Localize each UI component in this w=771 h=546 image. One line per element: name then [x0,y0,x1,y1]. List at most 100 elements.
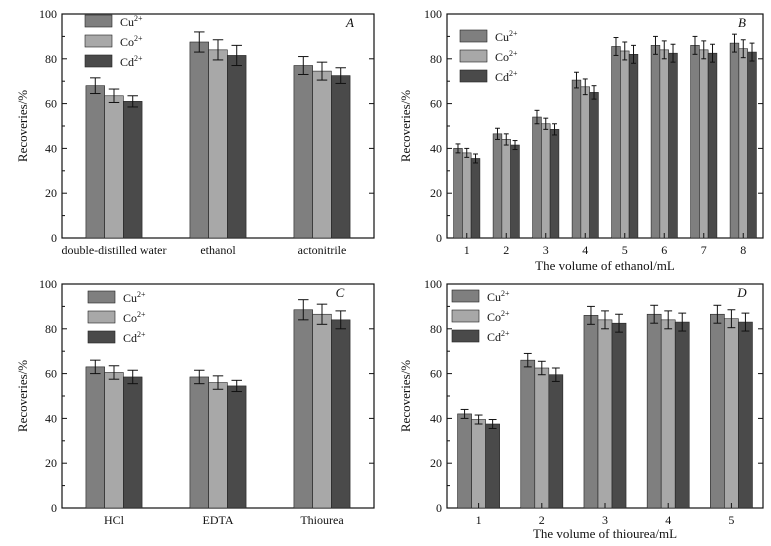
y-tick-label: 0 [436,501,442,515]
y-tick-label: 80 [45,322,57,336]
bar-cd-4 [674,321,690,509]
bar-co-2 [208,49,228,239]
bar-cu-4 [571,79,582,239]
bar-co-1 [471,419,486,509]
error-bar-co-2 [537,360,546,376]
error-bar-cu-5 [613,37,619,56]
legend-label-co: Co2+ [487,309,510,324]
y-tick-label: 20 [430,456,442,470]
legend-charge: 2+ [134,34,143,43]
legend-swatch-co [459,49,488,63]
error-bar-cd-1 [488,419,497,429]
legend-label-cd: Cd2+ [487,329,510,344]
bar-cd-3 [549,129,560,239]
x-tick-label: 5 [728,513,734,527]
error-bar-cd-1 [127,95,138,108]
legend-label-cd: Cd2+ [120,54,143,69]
x-tick-label: 6 [661,243,667,257]
error-bar-cd-3 [615,313,623,333]
y-tick-label: 40 [45,141,57,155]
error-bar-co-5 [727,309,736,329]
error-bar-cd-4 [591,85,597,100]
legend-charge: 2+ [137,290,146,299]
error-bar-co-3 [316,61,328,81]
bar-cu-5 [611,46,621,239]
legend-label-co: Co2+ [495,49,518,64]
error-bar-cd-8 [749,42,755,62]
error-bar-cd-1 [473,153,478,164]
bar-co-2 [501,139,511,239]
bar-cu-3 [583,315,599,509]
panel-letter: B [738,15,746,30]
x-axis-label: The volume of ethanol/mL [535,258,675,273]
y-tick-label: 60 [430,97,442,111]
error-bar-co-4 [664,310,673,330]
legend-swatch-co [87,310,116,324]
bar-co-3 [312,313,332,509]
error-bar-co-3 [316,303,328,325]
error-bar-cu-7 [692,35,698,55]
y-tick-label: 20 [45,186,57,200]
error-bar-cd-1 [127,369,138,385]
x-tick-label: actonitrile [298,243,347,257]
bar-co-8 [738,48,748,239]
error-bar-cd-2 [512,140,518,151]
x-tick-label: 1 [464,243,470,257]
legend-swatch-cd [451,329,480,343]
bar-co-2 [534,367,550,509]
bar-cd-4 [589,92,599,239]
x-tick-label: double-distilled water [62,243,167,257]
legend-swatch-cu [87,290,116,304]
error-bar-co-3 [543,117,549,130]
bar-cd-1 [123,376,143,509]
x-tick-label: 3 [543,243,549,257]
y-tick-label: 40 [430,141,442,155]
y-axis-label: Recoveries/% [398,90,413,162]
y-tick-label: 60 [430,367,442,381]
legend-label-cu: Cu2+ [495,29,518,44]
y-tick-label: 100 [39,277,57,291]
error-bar-co-2 [503,133,509,146]
y-tick-label: 100 [39,7,57,21]
bar-cu-3 [293,65,313,239]
chart-panel-b: 0 20 40 60 80 100 Recoveries/% 1 2 3 4 5 6 7 8 The volu… [398,7,764,273]
error-bar-cu-1 [460,408,469,419]
bar-cd-8 [747,51,757,239]
bar-cd-2 [510,144,520,239]
y-tick-label: 80 [45,52,57,66]
y-tick-label: 0 [51,501,57,515]
y-tick-label: 20 [430,186,442,200]
bar-cu-3 [293,309,313,509]
error-bar-cu-4 [574,71,579,89]
legend: Cu2+ Co2+ Cd2+ [84,14,143,69]
bar-co-6 [659,49,669,239]
bar-cu-4 [646,313,662,509]
legend-charge: 2+ [509,29,518,38]
x-tick-label: ethanol [200,243,236,257]
bar-co-1 [104,372,124,509]
bar-cd-1 [123,101,143,239]
x-tick-label: Thiourea [300,513,344,527]
legend-label-cu: Cu2+ [487,289,510,304]
error-bar-co-2 [212,39,224,61]
legend-charge: 2+ [509,49,518,58]
bar-co-4 [580,86,590,239]
error-bar-cd-5 [741,312,750,332]
bar-cd-3 [331,75,351,239]
bar-co-4 [660,319,676,509]
legend-charge: 2+ [137,310,146,319]
bar-co-5 [620,50,630,239]
error-bar-cd-7 [710,43,715,63]
bar-cu-2 [520,359,536,509]
error-bar-co-3 [601,310,609,330]
bar-cd-1 [485,423,500,509]
legend-swatch-cd [84,54,113,68]
error-bar-cd-3 [335,67,346,84]
chart-panel-d: 0 20 40 60 80 100 Recoveries/% 1 2 3 4 5 The volume … [398,277,764,541]
x-tick-label: HCl [104,513,125,527]
error-bar-co-1 [108,365,120,380]
legend-swatch-cd [87,330,116,344]
error-bar-cd-2 [551,367,560,382]
error-bar-cu-3 [534,109,540,125]
